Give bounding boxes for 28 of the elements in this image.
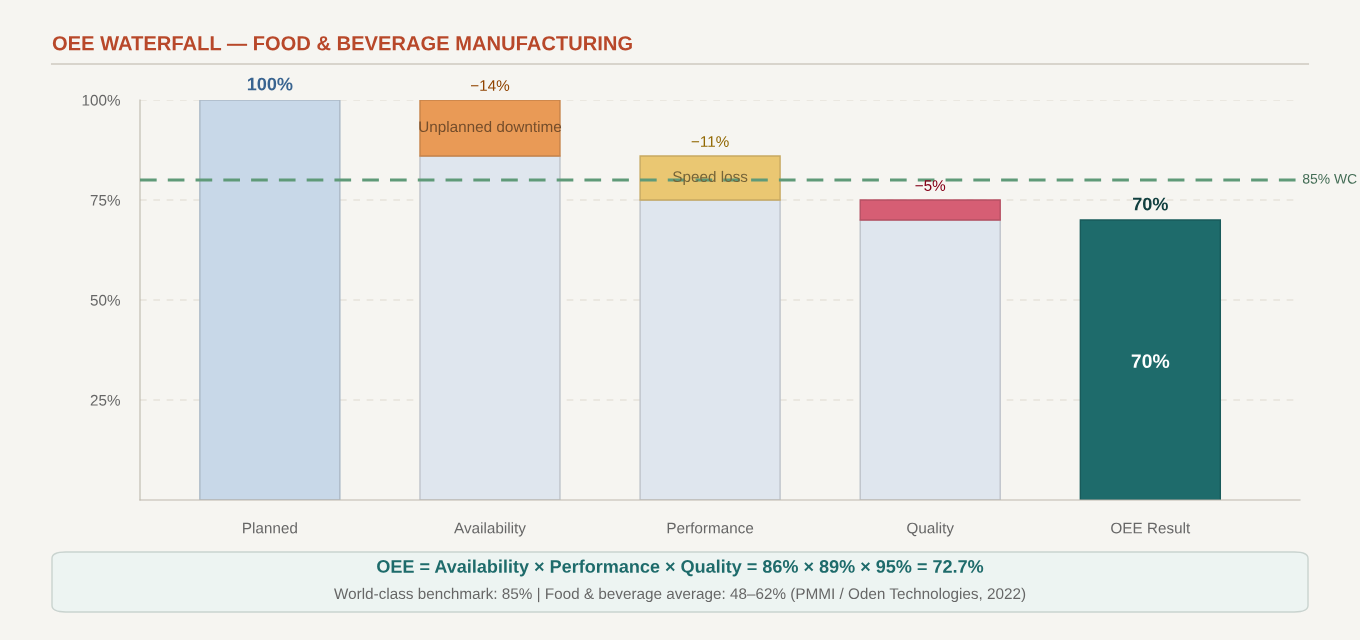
- y-tick-label: 75%: [90, 194, 121, 206]
- text: OEE = Availability × Performance × Quality = 86% × 89% × 95% = 72.7%: [377, 559, 984, 577]
- x-tick-label: OEE Result: [1111, 522, 1191, 534]
- bar: [1079, 219, 1222, 500]
- bar: [199, 100, 341, 500]
- x-tick-label: Quality: [907, 522, 954, 537]
- x-tick-label: Planned: [243, 522, 297, 534]
- bar: [639, 199, 781, 500]
- ref-line-label: 85% WC: [1302, 173, 1357, 184]
- bar: [419, 100, 561, 157]
- data-label: −11%: [691, 136, 729, 147]
- data-label: −5%: [915, 180, 946, 191]
- y-tick-label: 50%: [90, 294, 121, 306]
- y-tick-label: 100%: [82, 94, 121, 106]
- chart-title: OEE WATERFALL — FOOD & BEVERAGE MANUFACTURING: [52, 36, 632, 51]
- x-tick-label: Availability: [454, 522, 526, 537]
- data-label: 100%: [247, 77, 293, 91]
- data-label: 70%: [1133, 197, 1168, 211]
- bar: [859, 199, 1001, 221]
- x-tick-label: Performance: [667, 522, 754, 534]
- annotation: Unplanned downtime: [419, 120, 562, 136]
- annotation: 70%: [1131, 354, 1170, 369]
- text: World-class benchmark: 85% | Food & beverage average: 48–62% (PMMI / Oden Technologies, 2022): [334, 587, 1026, 603]
- bar: [639, 155, 781, 201]
- bar: [419, 155, 561, 500]
- bar: [859, 219, 1001, 500]
- y-tick-label: 25%: [90, 394, 121, 406]
- data-label: −14%: [470, 80, 510, 91]
